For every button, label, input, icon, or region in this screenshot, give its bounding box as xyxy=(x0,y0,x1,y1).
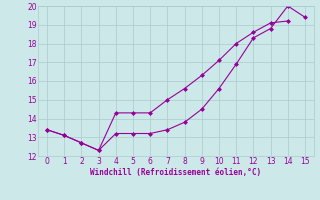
X-axis label: Windchill (Refroidissement éolien,°C): Windchill (Refroidissement éolien,°C) xyxy=(91,168,261,177)
